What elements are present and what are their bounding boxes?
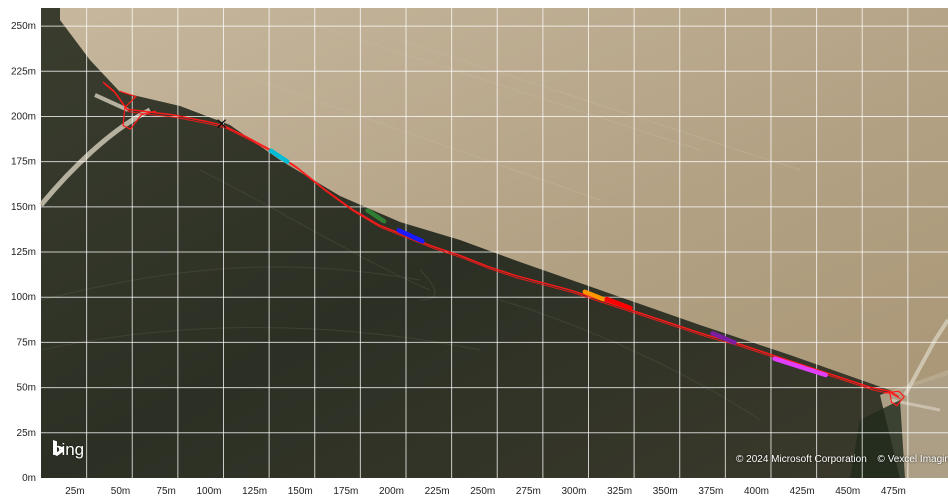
x-tick-label: 300m [561,486,586,497]
attribution-microsoft: © 2024 Microsoft Corporation [736,454,867,465]
track-line [102,81,900,398]
satellite-imagery [39,8,948,478]
y-tick-label: 200m [11,111,36,122]
x-tick-label: 150m [288,486,313,497]
start-marker-x [217,119,227,129]
y-tick-label: 25m [17,428,36,439]
track-segment [365,208,387,224]
x-tick-label: 50m [111,486,130,497]
x-tick-label: 275m [516,486,541,497]
x-tick-label: 75m [156,486,175,497]
x-tick-label: 250m [470,486,495,497]
x-tick-label: 350m [653,486,678,497]
y-tick-label: 250m [11,21,36,32]
y-axis: 250m 225m 200m 175m 150m 125m 100m 75m 50m 25m 0m [11,21,36,484]
x-tick-label: 225m [425,486,450,497]
track-side-branch [119,90,157,130]
x-axis: 25m 50m 75m 100m 125m 150m 175m 200m 225m 250m 275… [65,486,906,497]
x-tick-label: 400m [744,486,769,497]
gps-track [102,81,906,407]
track-segment [582,289,606,302]
x-tick-label: 425m [790,486,815,497]
track-end-loop [884,390,906,407]
x-tick-label: 175m [333,486,358,497]
y-tick-label: 225m [11,66,36,77]
highlighted-segments [268,148,828,378]
attribution-vexcel: © Vexcel Imaging [877,454,948,465]
expand-icon[interactable] [0,0,12,12]
y-tick-label: 175m [11,157,36,168]
track-segment [604,296,633,311]
y-tick-label: 75m [17,337,36,348]
y-tick-label: 50m [17,383,36,394]
x-tick-label: 100m [196,486,221,497]
track-segment [396,228,425,244]
y-tick-label: 150m [11,202,36,213]
x-tick-label: 375m [698,486,723,497]
start-marker [217,119,227,129]
map-grid [41,8,948,478]
bing-icon [53,440,64,456]
track-segment [710,331,737,345]
track-line-return [104,84,902,400]
bing-logo-text: bing [52,440,85,459]
track-segment [772,356,828,378]
track-segment [268,148,290,164]
y-tick-label: 100m [11,292,36,303]
x-tick-label: 200m [379,486,404,497]
x-tick-label: 125m [242,486,267,497]
x-tick-label: 25m [65,486,84,497]
x-tick-label: 325m [607,486,632,497]
map-attribution: © 2024 Microsoft Corporation © Vexcel Im… [728,454,948,465]
x-tick-label: 475m [881,486,906,497]
x-tick-label: 450m [835,486,860,497]
y-tick-label: 125m [11,247,36,258]
y-tick-label: 0m [22,473,36,484]
bing-logo: bing [52,440,84,460]
